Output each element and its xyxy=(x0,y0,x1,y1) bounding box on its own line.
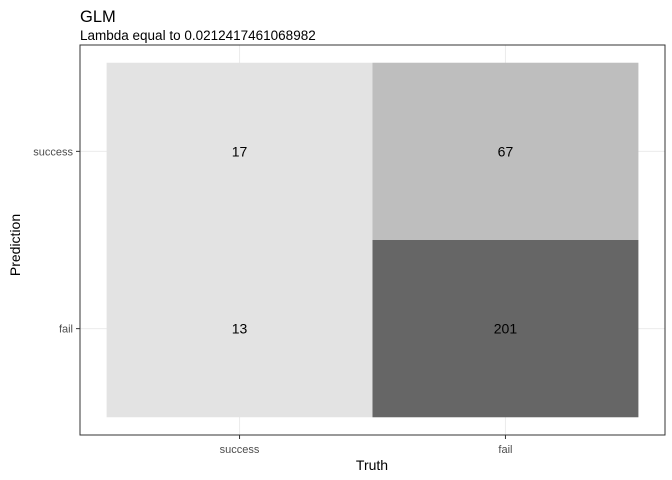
cell-value-label: 13 xyxy=(232,321,248,337)
y-tick-label: success xyxy=(33,146,73,158)
cell-value-label: 67 xyxy=(498,143,514,159)
heatmap-cell xyxy=(106,240,373,418)
cell-value-label: 201 xyxy=(494,321,518,337)
x-tick-label: fail xyxy=(498,444,512,456)
y-axis-title: Prediction xyxy=(7,214,23,276)
x-tick-label: success xyxy=(220,444,260,456)
chart-subtitle: Lambda equal to 0.0212417461068982 xyxy=(80,28,316,43)
chart-title: GLM xyxy=(80,8,116,26)
y-tick-label: fail xyxy=(59,324,73,336)
heatmap-cell xyxy=(372,62,639,241)
heatmap-cell xyxy=(372,240,639,418)
panel-border xyxy=(79,44,666,436)
heatmap-cells: 17 67 13 201 xyxy=(106,62,639,418)
cell-value-label: 17 xyxy=(232,143,248,159)
heatmap-cell xyxy=(106,62,373,241)
axis-ticks: success fail success fail xyxy=(33,146,512,456)
x-axis-title: Truth xyxy=(356,457,388,473)
